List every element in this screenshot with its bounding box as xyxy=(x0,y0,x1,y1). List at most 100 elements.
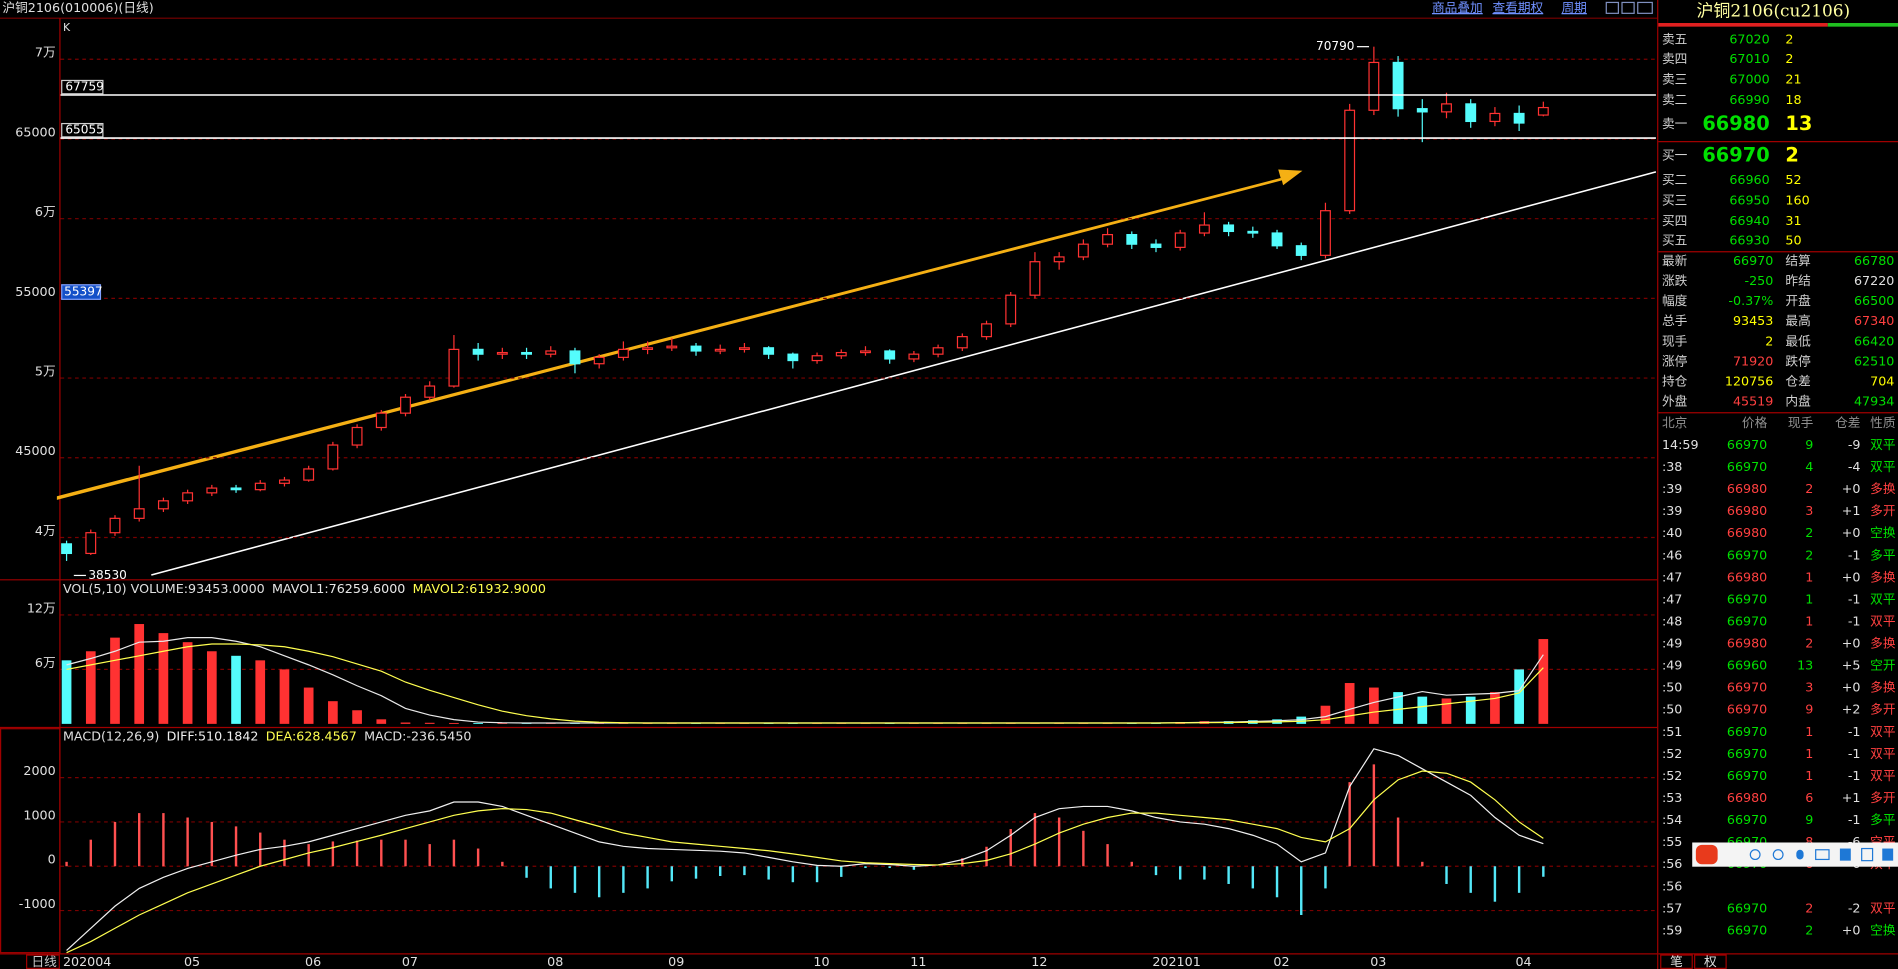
series-line xyxy=(66,748,1544,951)
tick-time: :48 xyxy=(1662,613,1682,628)
low-label: 38530 xyxy=(88,568,126,582)
tick-volume: 2 xyxy=(1805,900,1813,915)
candle-body xyxy=(1126,234,1138,245)
book-volume: 50 xyxy=(1785,232,1801,247)
tick-time: 14:59 xyxy=(1662,437,1699,452)
tick-time: :55 xyxy=(1662,834,1682,849)
tab[interactable] xyxy=(1694,954,1727,969)
tick-volume: 1 xyxy=(1805,724,1813,739)
cursor-price-label: 55397 xyxy=(64,285,102,299)
book-volume: 31 xyxy=(1785,213,1801,228)
book-price: 67010 xyxy=(1729,51,1769,66)
tick-volume: 4 xyxy=(1805,459,1813,474)
candle-body xyxy=(472,348,484,355)
tick-volume: 1 xyxy=(1805,569,1813,584)
tick-price: 66970 xyxy=(1727,746,1767,761)
volume-bar xyxy=(1320,705,1331,724)
tick-volume: 9 xyxy=(1805,437,1813,452)
candle-body xyxy=(666,345,678,349)
tick-price: 66970 xyxy=(1727,702,1767,717)
volume-bar xyxy=(328,701,338,724)
change-bar xyxy=(1658,23,1828,27)
tick-oi: -1 xyxy=(1848,547,1861,562)
volume-bar xyxy=(110,637,120,724)
candle-body xyxy=(1150,243,1162,248)
window-button[interactable] xyxy=(1621,1,1635,14)
tick-nature: 多换 xyxy=(1870,569,1896,584)
candle-body xyxy=(932,347,944,355)
menu-item[interactable]: 查看期权 xyxy=(1492,0,1543,15)
x-tick-label: 06 xyxy=(305,954,321,969)
tick-oi: +1 xyxy=(1842,503,1861,518)
tick-nature: 多换 xyxy=(1870,680,1896,695)
y-tick-label: 4万 xyxy=(35,523,56,538)
tick-time: :57 xyxy=(1662,900,1682,915)
tick-volume: 1 xyxy=(1805,768,1813,783)
window-buttons xyxy=(1605,1,1653,14)
volume-bar xyxy=(449,722,459,724)
candle-body xyxy=(763,347,775,355)
candle-body xyxy=(424,385,436,398)
window-button[interactable] xyxy=(1605,1,1619,14)
series-line xyxy=(66,770,1544,954)
legend-entry: MAVOL1:76259.6000 xyxy=(272,581,405,596)
x-tick-label: 10 xyxy=(813,954,829,969)
tick-oi: +2 xyxy=(1842,702,1861,717)
chart-label: K xyxy=(63,21,71,34)
book-price: 67020 xyxy=(1729,31,1769,46)
candle-body xyxy=(1174,232,1186,248)
candle-body xyxy=(254,482,266,491)
stat-value: 67340 xyxy=(1854,313,1894,328)
y-tick-label: 45000 xyxy=(15,443,55,458)
candle-body xyxy=(981,323,992,338)
stat-label: 结算 xyxy=(1785,253,1811,268)
candle-body xyxy=(1368,61,1380,111)
tick-time: :40 xyxy=(1662,525,1682,540)
stat-value: 66500 xyxy=(1854,293,1894,308)
candle-body xyxy=(1392,61,1404,110)
volume-bar xyxy=(303,687,314,724)
book-volume: 2 xyxy=(1785,144,1798,167)
legend-entry: VOL(5,10) VOLUME:93453.0000 xyxy=(63,581,265,596)
window-title: 沪铜2106(010006)(日线) xyxy=(2,0,153,15)
candle-body xyxy=(642,347,654,350)
ime-icon xyxy=(1772,849,1784,861)
menu-item[interactable]: 周期 xyxy=(1561,0,1586,15)
menu-item[interactable]: 商品叠加 xyxy=(1432,0,1483,15)
stat-label: 外盘 xyxy=(1662,394,1688,409)
tick-volume: 9 xyxy=(1805,812,1813,827)
tick-oi: +0 xyxy=(1842,525,1861,540)
stat-label: 总手 xyxy=(1662,313,1688,328)
ticks-header: 仓差 xyxy=(1835,415,1860,430)
stat-label: 昨结 xyxy=(1785,273,1810,288)
tick-price: 66980 xyxy=(1727,481,1767,496)
tick-oi: +5 xyxy=(1842,658,1861,673)
candle-body xyxy=(1247,230,1259,234)
candle-body xyxy=(1344,109,1356,212)
x-tick-label: 12 xyxy=(1031,954,1047,969)
tab[interactable] xyxy=(1660,954,1693,969)
tick-price: 66970 xyxy=(1727,922,1767,937)
book-price: 66990 xyxy=(1729,92,1769,107)
tick-oi: -1 xyxy=(1848,812,1861,827)
candle-body xyxy=(884,350,896,360)
volume-bar xyxy=(206,651,217,724)
volume-bar xyxy=(1369,687,1379,724)
x-tick-label: 08 xyxy=(547,954,563,969)
legend-entry: DIFF:510.1842 xyxy=(167,729,259,744)
tab-label: 权 xyxy=(1704,954,1717,969)
book-label: 卖一 xyxy=(1662,116,1688,131)
tick-price: 66980 xyxy=(1727,569,1767,584)
candle-body xyxy=(521,351,532,355)
window-button[interactable] xyxy=(1637,1,1653,14)
y-tick-label: 2000 xyxy=(23,763,55,778)
tick-volume: 1 xyxy=(1805,613,1813,628)
book-label: 买二 xyxy=(1662,172,1687,187)
period-box xyxy=(26,954,60,969)
candle-body xyxy=(157,500,169,510)
ime-bar[interactable] xyxy=(1692,842,1898,867)
stat-label: 持仓 xyxy=(1662,374,1688,389)
candle-body xyxy=(1053,256,1065,263)
tab-label: 笔 xyxy=(1670,954,1683,969)
tick-nature: 双平 xyxy=(1870,459,1896,474)
